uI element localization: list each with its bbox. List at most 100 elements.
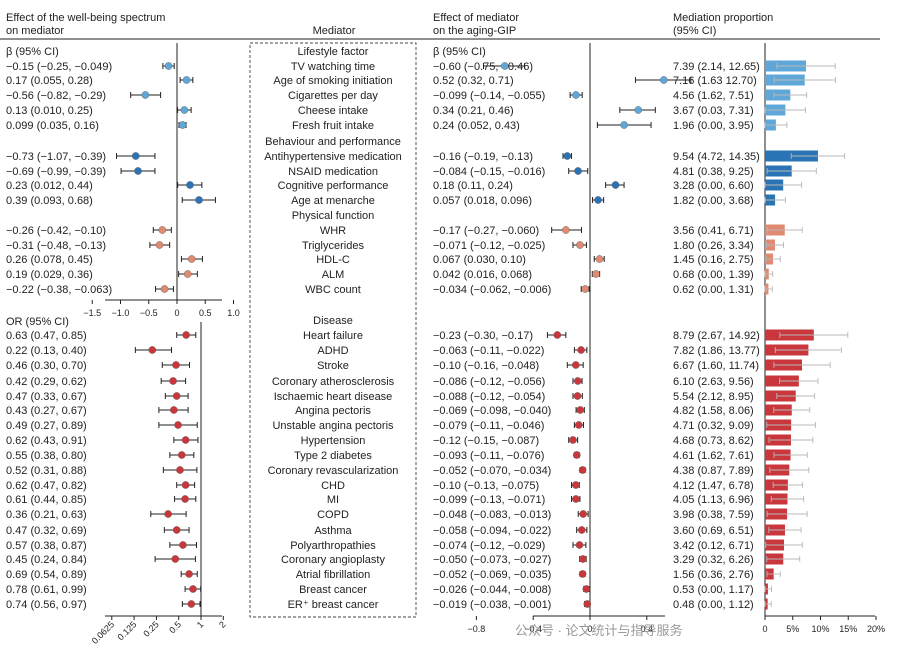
mediator-effect-text: −0.088 (−0.12, −0.054)	[433, 391, 545, 403]
mediator-label: Hypertension	[301, 435, 366, 447]
exposure-point	[179, 541, 187, 549]
row-nsaid-medication: −0.69 (−0.99, −0.39) NSAID medication −0.0…	[6, 165, 817, 178]
exposure-point	[182, 331, 190, 339]
exposure-effect-text: 0.69 (0.54, 0.89)	[6, 569, 87, 581]
beta-exposure-tick-label: −0.5	[140, 308, 158, 318]
proportion-text: 1.56 (0.36, 2.76)	[673, 569, 754, 581]
mediator-effect-text: −0.084 (−0.15, −0.016)	[433, 166, 545, 178]
exposure-effect-text: 0.17 (0.055, 0.28)	[6, 75, 93, 87]
or-exposure-tick-label: 2	[217, 619, 228, 630]
exposure-point	[174, 421, 182, 429]
exposure-effect-text: 0.19 (0.029, 0.36)	[6, 269, 93, 281]
mediator-label: ER⁺ breast cancer	[288, 599, 379, 611]
mediator-point	[579, 510, 587, 518]
row-tv-watching-time: −0.15 (−0.25, −0.049) TV watching time −0.…	[6, 60, 836, 73]
proportion-text: 1.82 (0.00, 3.68)	[673, 195, 754, 207]
proportion-text: 3.56 (0.41, 6.71)	[673, 225, 754, 237]
exposure-point	[195, 196, 203, 204]
proportion-text: 6.10 (2.63, 9.56)	[673, 376, 754, 388]
group-header-disease: Disease	[313, 315, 353, 327]
row-whr: −0.26 (−0.42, −0.10) WHR −0.17 (−0.27, −0.…	[6, 224, 803, 237]
proportion-text: 0.62 (0.00, 1.31)	[673, 284, 754, 296]
exposure-effect-text: 0.61 (0.44, 0.85)	[6, 494, 87, 506]
mediator-effect-text: 0.34 (0.21, 0.46)	[433, 105, 514, 117]
mediator-point	[573, 377, 582, 385]
mediator-label: Ischaemic heart disease	[274, 391, 393, 403]
mediator-effect-text: −0.048 (−0.083, −0.013)	[433, 509, 551, 521]
beta-ci-label: β (95% CI)	[6, 46, 59, 58]
exposure-point	[141, 91, 150, 99]
mediator-point	[634, 106, 643, 114]
proportion-text: 8.79 (2.67, 14.92)	[673, 330, 760, 342]
mediator-label: Triglycerides	[302, 240, 364, 252]
row-hypertension: 0.62 (0.43, 0.91) Hypertension −0.12 (−0.1…	[6, 434, 814, 447]
exposure-effect-text: 0.52 (0.31, 0.88)	[6, 465, 87, 477]
mediator-point	[582, 585, 591, 593]
mediator-label: Angina pectoris	[295, 405, 371, 417]
exposure-point	[176, 466, 184, 474]
exposure-effect-text: 0.46 (0.30, 0.70)	[6, 360, 87, 372]
exposure-point	[164, 62, 173, 70]
mediator-point	[611, 181, 620, 189]
exposure-effect-text: 0.13 (0.010, 0.25)	[6, 105, 93, 117]
mediator-label: Fresh fruit intake	[292, 120, 374, 132]
mediator-point	[583, 600, 592, 608]
forest-rows: −0.15 (−0.25, −0.049) TV watching time −0.…	[6, 60, 849, 611]
exposure-point	[160, 285, 169, 293]
mediator-point	[574, 167, 582, 175]
mediator-point	[577, 526, 586, 534]
mediator-point	[581, 285, 589, 293]
proportion-text: 4.81 (0.38, 9.25)	[673, 166, 754, 178]
exposure-point	[183, 270, 192, 278]
exposure-effect-text: 0.78 (0.61, 0.99)	[6, 584, 87, 596]
row-coronary-revascularization: 0.52 (0.31, 0.88) Coronary revascularizat…	[6, 464, 810, 477]
mediator-effect-text: −0.058 (−0.094, −0.022)	[433, 525, 551, 537]
exposure-point	[158, 226, 167, 234]
exposure-effect-text: 0.36 (0.21, 0.63)	[6, 509, 87, 521]
exposure-point	[131, 152, 140, 160]
exposure-point	[186, 181, 194, 189]
mediator-point	[576, 241, 584, 249]
exposure-point	[177, 451, 186, 459]
exposure-point	[172, 392, 181, 400]
mediator-label: Polyarthropathies	[290, 540, 376, 552]
mediator-point	[563, 152, 572, 160]
proportion-text: 0.48 (0.00, 1.12)	[673, 599, 754, 611]
exposure-point	[134, 167, 142, 175]
mediator-effect-text: −0.019 (−0.038, −0.001)	[433, 599, 551, 611]
aging-header-line2: on the aging-GIP	[433, 25, 516, 37]
mediator-label: Age of smoking initiation	[273, 75, 392, 87]
mediator-label: Breast cancer	[299, 584, 367, 596]
proportion-text: 3.67 (0.03, 7.31)	[673, 105, 754, 117]
row-coronary-atherosclerosis: 0.42 (0.29, 0.62) Coronary atherosclerosi…	[6, 375, 819, 388]
mediator-label: ADHD	[317, 345, 348, 357]
exposure-effect-text: 0.74 (0.56, 0.97)	[6, 599, 87, 611]
exposure-point	[178, 121, 187, 129]
exposure-point	[172, 526, 181, 534]
proportion-text: 4.71 (0.32, 9.09)	[673, 420, 754, 432]
mediator-label: NSAID medication	[288, 166, 378, 178]
row-polyarthropathies: 0.57 (0.38, 0.87) Polyarthropathies −0.074…	[6, 539, 803, 552]
proportion-tick-label: 10%	[811, 624, 829, 634]
row-chd: 0.62 (0.47, 0.82) CHD −0.10 (−0.13, −0.075…	[6, 479, 804, 492]
proportion-text: 1.45 (0.16, 2.75)	[673, 254, 754, 266]
or-exposure-tick-label: 0.0625	[90, 619, 117, 646]
exposure-effect-text: 0.26 (0.078, 0.45)	[6, 254, 93, 266]
mediator-effect-text: −0.052 (−0.069, −0.035)	[433, 569, 551, 581]
row-angina-pectoris: 0.43 (0.27, 0.67) Angina pectoris −0.069 (…	[6, 404, 811, 417]
row-coronary-angioplasty: 0.45 (0.24, 0.84) Coronary angioplasty −0.…	[6, 553, 801, 566]
row-antihypertensive-medication: −0.73 (−1.07, −0.39) Antihypertensive med…	[6, 150, 846, 163]
row-er-breast-cancer: 0.74 (0.56, 0.97) ER⁺ breast cancer −0.019…	[6, 598, 772, 611]
proportion-tick-label: 20%	[867, 624, 885, 634]
mediator-label: Cheese intake	[298, 105, 368, 117]
mediator-effect-text: 0.18 (0.11, 0.24)	[433, 180, 513, 192]
row-stroke: 0.46 (0.30, 0.70) Stroke −0.10 (−0.16, −0.…	[6, 359, 831, 372]
beta-exposure-tick-label: 0	[174, 308, 179, 318]
mediator-effect-text: −0.074 (−0.12, −0.029)	[433, 540, 545, 552]
or-exposure-tick-label: 0.125	[116, 619, 139, 642]
beta-mediator-tick-label: −0.4	[524, 624, 542, 634]
mediator-point	[562, 226, 570, 234]
proportion-text: 4.61 (1.62, 7.61)	[673, 450, 754, 462]
proportion-text: 4.38 (0.87, 7.89)	[673, 465, 754, 477]
proportion-tick-label: 0	[762, 624, 767, 634]
